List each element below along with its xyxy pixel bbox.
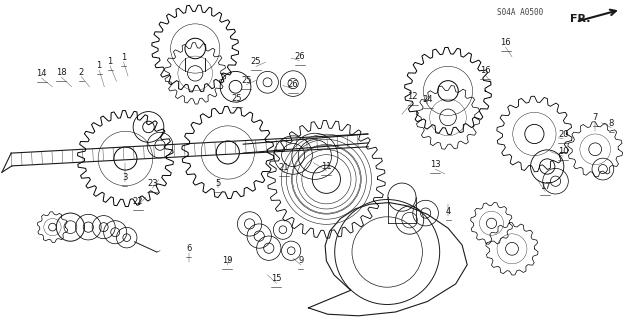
Text: 25: 25: [232, 94, 242, 103]
Text: 13: 13: [430, 160, 440, 169]
Text: S04A A0500: S04A A0500: [497, 8, 543, 17]
Text: 2: 2: [79, 68, 84, 77]
Text: 8: 8: [609, 119, 614, 128]
Text: 25: 25: [251, 57, 261, 66]
Text: 15: 15: [271, 274, 282, 283]
Text: 19: 19: [222, 256, 232, 265]
Text: 21: 21: [278, 163, 289, 172]
Text: 17: 17: [540, 182, 550, 191]
Text: 1: 1: [121, 53, 126, 62]
Text: 16: 16: [500, 38, 511, 47]
Text: 1: 1: [97, 61, 102, 70]
Text: 25: 25: [241, 76, 252, 85]
Text: 26: 26: [294, 52, 305, 61]
Text: 9: 9: [298, 256, 303, 265]
Text: 26: 26: [288, 80, 298, 89]
Text: 22: 22: [132, 197, 143, 206]
Text: 14: 14: [36, 69, 47, 78]
Text: 10: 10: [558, 147, 568, 156]
Text: 12: 12: [408, 93, 418, 101]
Text: 5: 5: [215, 179, 220, 188]
Text: 18: 18: [56, 68, 67, 77]
Text: 3: 3: [122, 173, 127, 182]
Text: 20: 20: [558, 130, 568, 139]
Text: 11: 11: [321, 162, 332, 171]
Text: 23: 23: [147, 179, 157, 188]
Text: 7: 7: [593, 113, 598, 122]
Text: 1: 1: [108, 57, 113, 66]
Text: FR.: FR.: [570, 14, 590, 24]
Text: 6: 6: [186, 244, 191, 253]
Text: 16: 16: [480, 66, 490, 75]
Text: 24: 24: [422, 95, 433, 104]
Text: 4: 4: [445, 207, 451, 216]
